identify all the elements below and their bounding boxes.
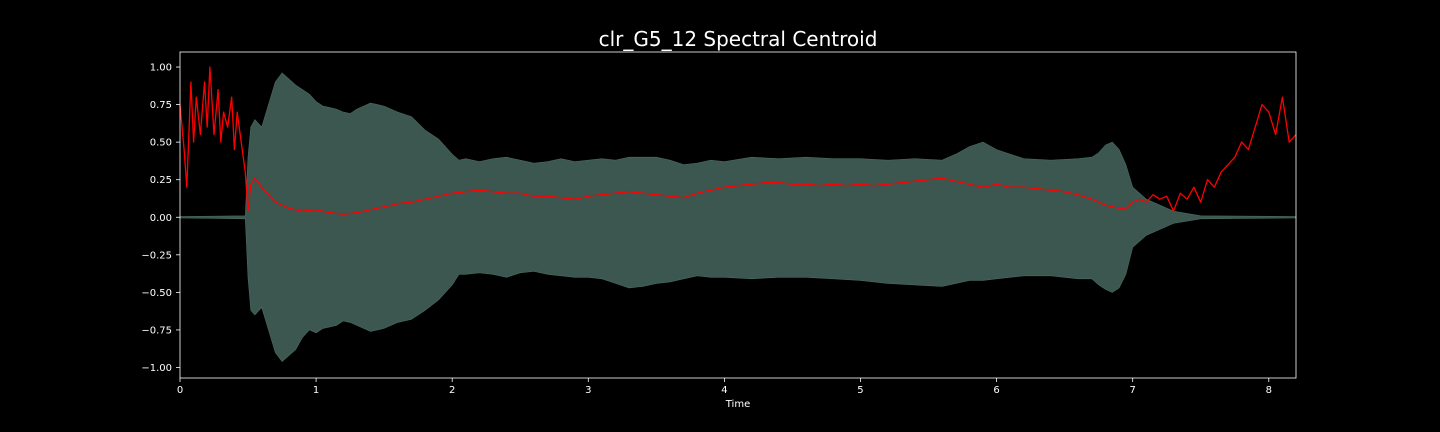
y-tick-label: −1.00 — [141, 363, 172, 374]
x-tick-label: 0 — [177, 385, 183, 396]
x-tick-label: 3 — [585, 385, 591, 396]
chart-title: clr_G5_12 Spectral Centroid — [599, 27, 878, 51]
y-tick-label: −0.50 — [141, 288, 172, 299]
y-tick-label: 0.75 — [150, 100, 172, 111]
y-tick-label: 0.25 — [150, 175, 172, 186]
x-tick-label: 1 — [313, 385, 319, 396]
y-tick-label: −0.75 — [141, 325, 172, 336]
y-tick-label: 0.00 — [150, 213, 172, 224]
x-tick-label: 6 — [993, 385, 999, 396]
y-tick-label: 0.50 — [150, 138, 172, 149]
y-tick-label: −0.25 — [141, 250, 172, 261]
plot-area — [179, 66, 1297, 362]
y-tick-label: 1.00 — [150, 63, 172, 74]
x-tick-label: 4 — [721, 385, 727, 396]
plot-frame — [179, 51, 1297, 379]
spectral-centroid-line — [179, 66, 1297, 215]
x-tick-label: 5 — [857, 385, 863, 396]
x-axis-label: Time — [725, 399, 750, 410]
y-axis: −1.00 −0.75 −0.50 −0.25 0.00 0.25 0.50 0.75 1.00 — [141, 63, 180, 374]
x-tick-label: 8 — [1266, 385, 1272, 396]
x-tick-label: 2 — [449, 385, 455, 396]
x-tick-label: 7 — [1129, 385, 1135, 396]
waveform-envelope — [179, 72, 1297, 362]
x-axis: 0 1 2 3 4 5 6 7 8 — [177, 378, 1272, 396]
